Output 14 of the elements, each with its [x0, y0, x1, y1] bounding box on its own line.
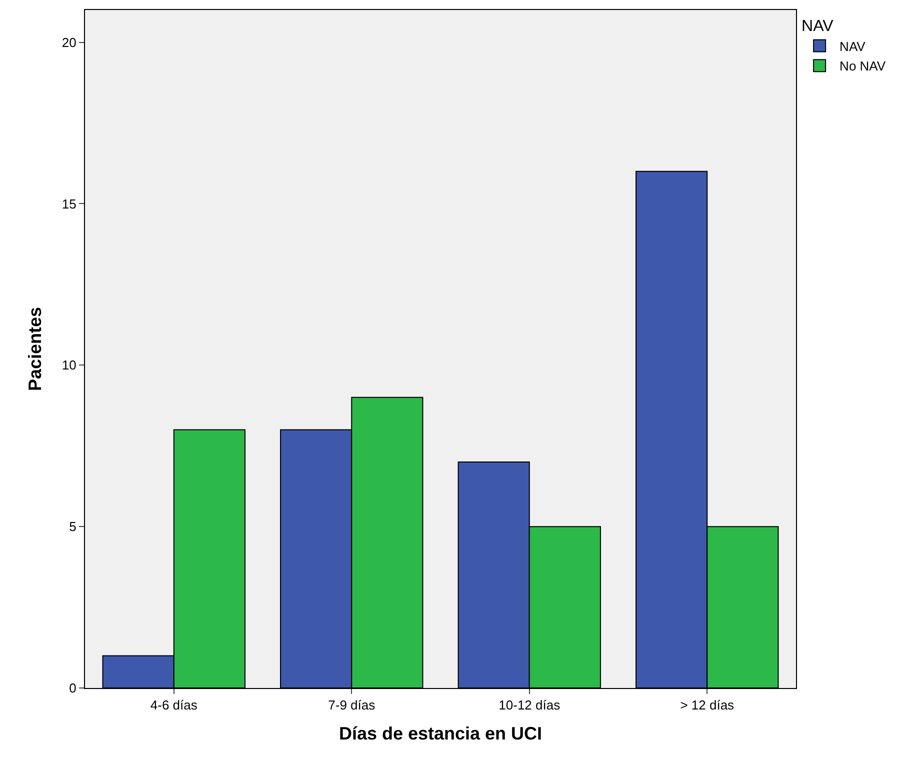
y-axis-title: Pacientes	[25, 306, 46, 392]
x-tick-label: 10-12 días	[498, 698, 561, 713]
x-tick-label: 4-6 días	[150, 698, 198, 713]
legend-title: NAV	[802, 18, 834, 35]
y-tick-label: 20	[62, 34, 76, 50]
legend-label: No NAV	[840, 58, 886, 74]
y-tick-label: 15	[62, 196, 76, 212]
legend-label: NAV	[840, 38, 866, 54]
y-tick-label: 10	[62, 358, 76, 373]
x-tick-label: > 12 días	[680, 698, 735, 713]
x-axis-title: Días de estancia en UCI	[338, 724, 542, 744]
y-tick-label: 5	[69, 519, 76, 534]
x-tick-label: 7-9 días	[328, 698, 376, 713]
y-tick-label: 0	[69, 680, 76, 696]
